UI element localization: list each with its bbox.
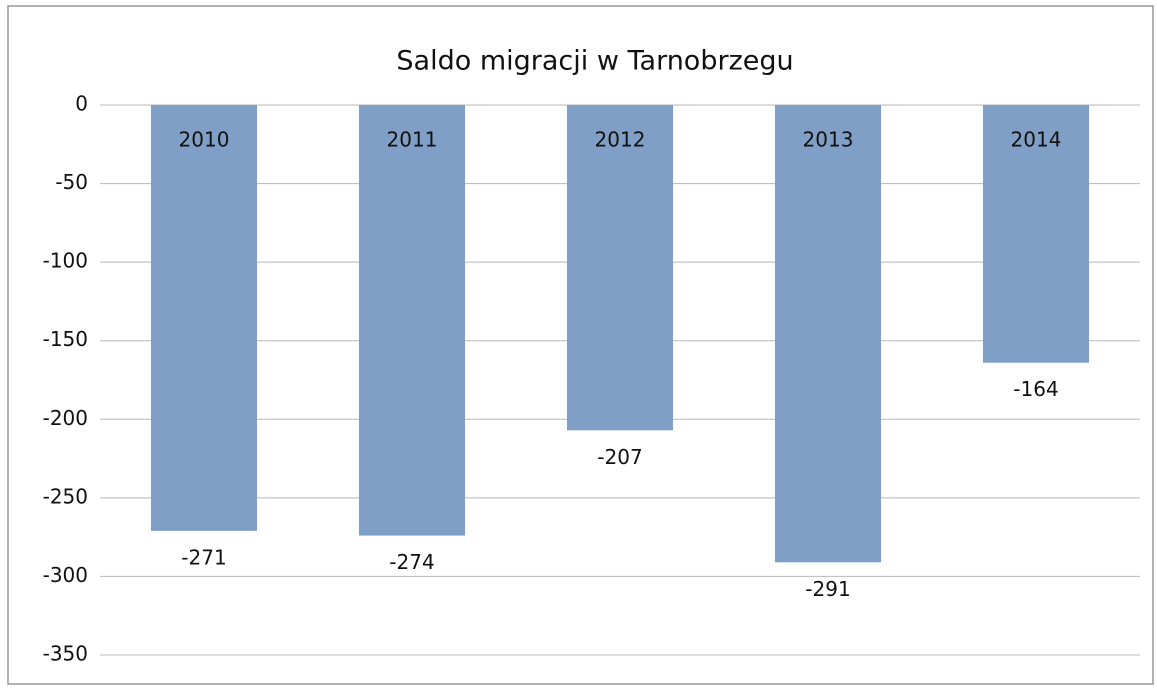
category-label: 2011 (387, 128, 438, 152)
y-tick-label: 0 (75, 92, 88, 116)
y-tick-label: -100 (43, 249, 88, 273)
value-label: -291 (805, 577, 850, 601)
category-label: 2014 (1011, 128, 1062, 152)
bar (358, 105, 466, 536)
y-tick-label: -50 (55, 170, 88, 194)
bar (150, 105, 258, 531)
y-tick-label: -250 (43, 484, 88, 508)
y-tick-label: -350 (43, 642, 88, 666)
category-label: 2013 (803, 128, 854, 152)
bar (566, 105, 674, 431)
y-tick-label: -200 (43, 406, 88, 430)
y-tick-label: -300 (43, 563, 88, 587)
value-label: -274 (389, 550, 434, 574)
chart-title: Saldo migracji w Tarnobrzegu (396, 46, 793, 77)
category-label: 2012 (595, 128, 646, 152)
y-tick-label: -150 (43, 327, 88, 351)
value-label: -271 (181, 545, 226, 569)
category-label: 2010 (179, 128, 230, 152)
bar (982, 105, 1090, 363)
bar (774, 105, 882, 563)
value-label: -207 (597, 445, 642, 469)
value-label: -164 (1013, 377, 1058, 401)
